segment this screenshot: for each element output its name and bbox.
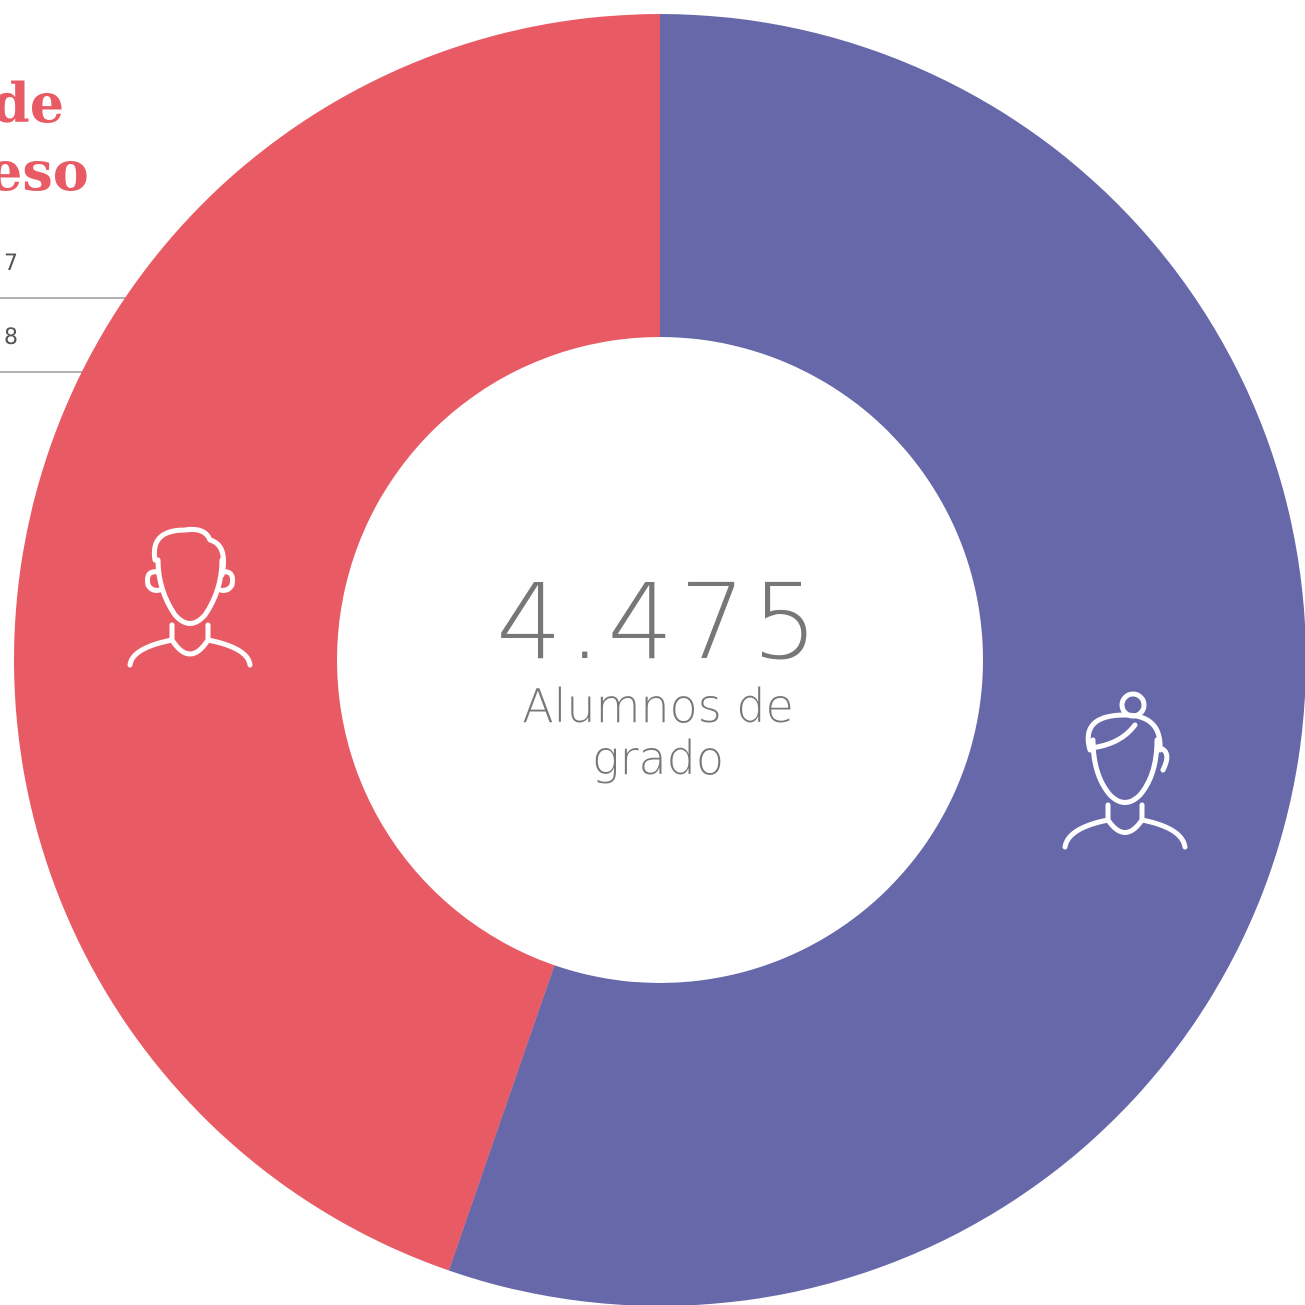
center-label: grado <box>592 731 724 785</box>
male-icon <box>127 527 253 668</box>
panel-title: eso <box>0 139 89 203</box>
panel-row: 8 <box>4 325 18 350</box>
donut <box>13 13 1305 1305</box>
female-icon <box>1062 691 1188 850</box>
panel-title: de <box>0 71 64 135</box>
center-value: 4.475 <box>496 561 824 683</box>
donut-slice <box>448 14 1305 1305</box>
donut-slice <box>13 13 661 1271</box>
panel-row: 7 <box>4 251 18 276</box>
center-label: Alumnos de <box>522 679 794 733</box>
